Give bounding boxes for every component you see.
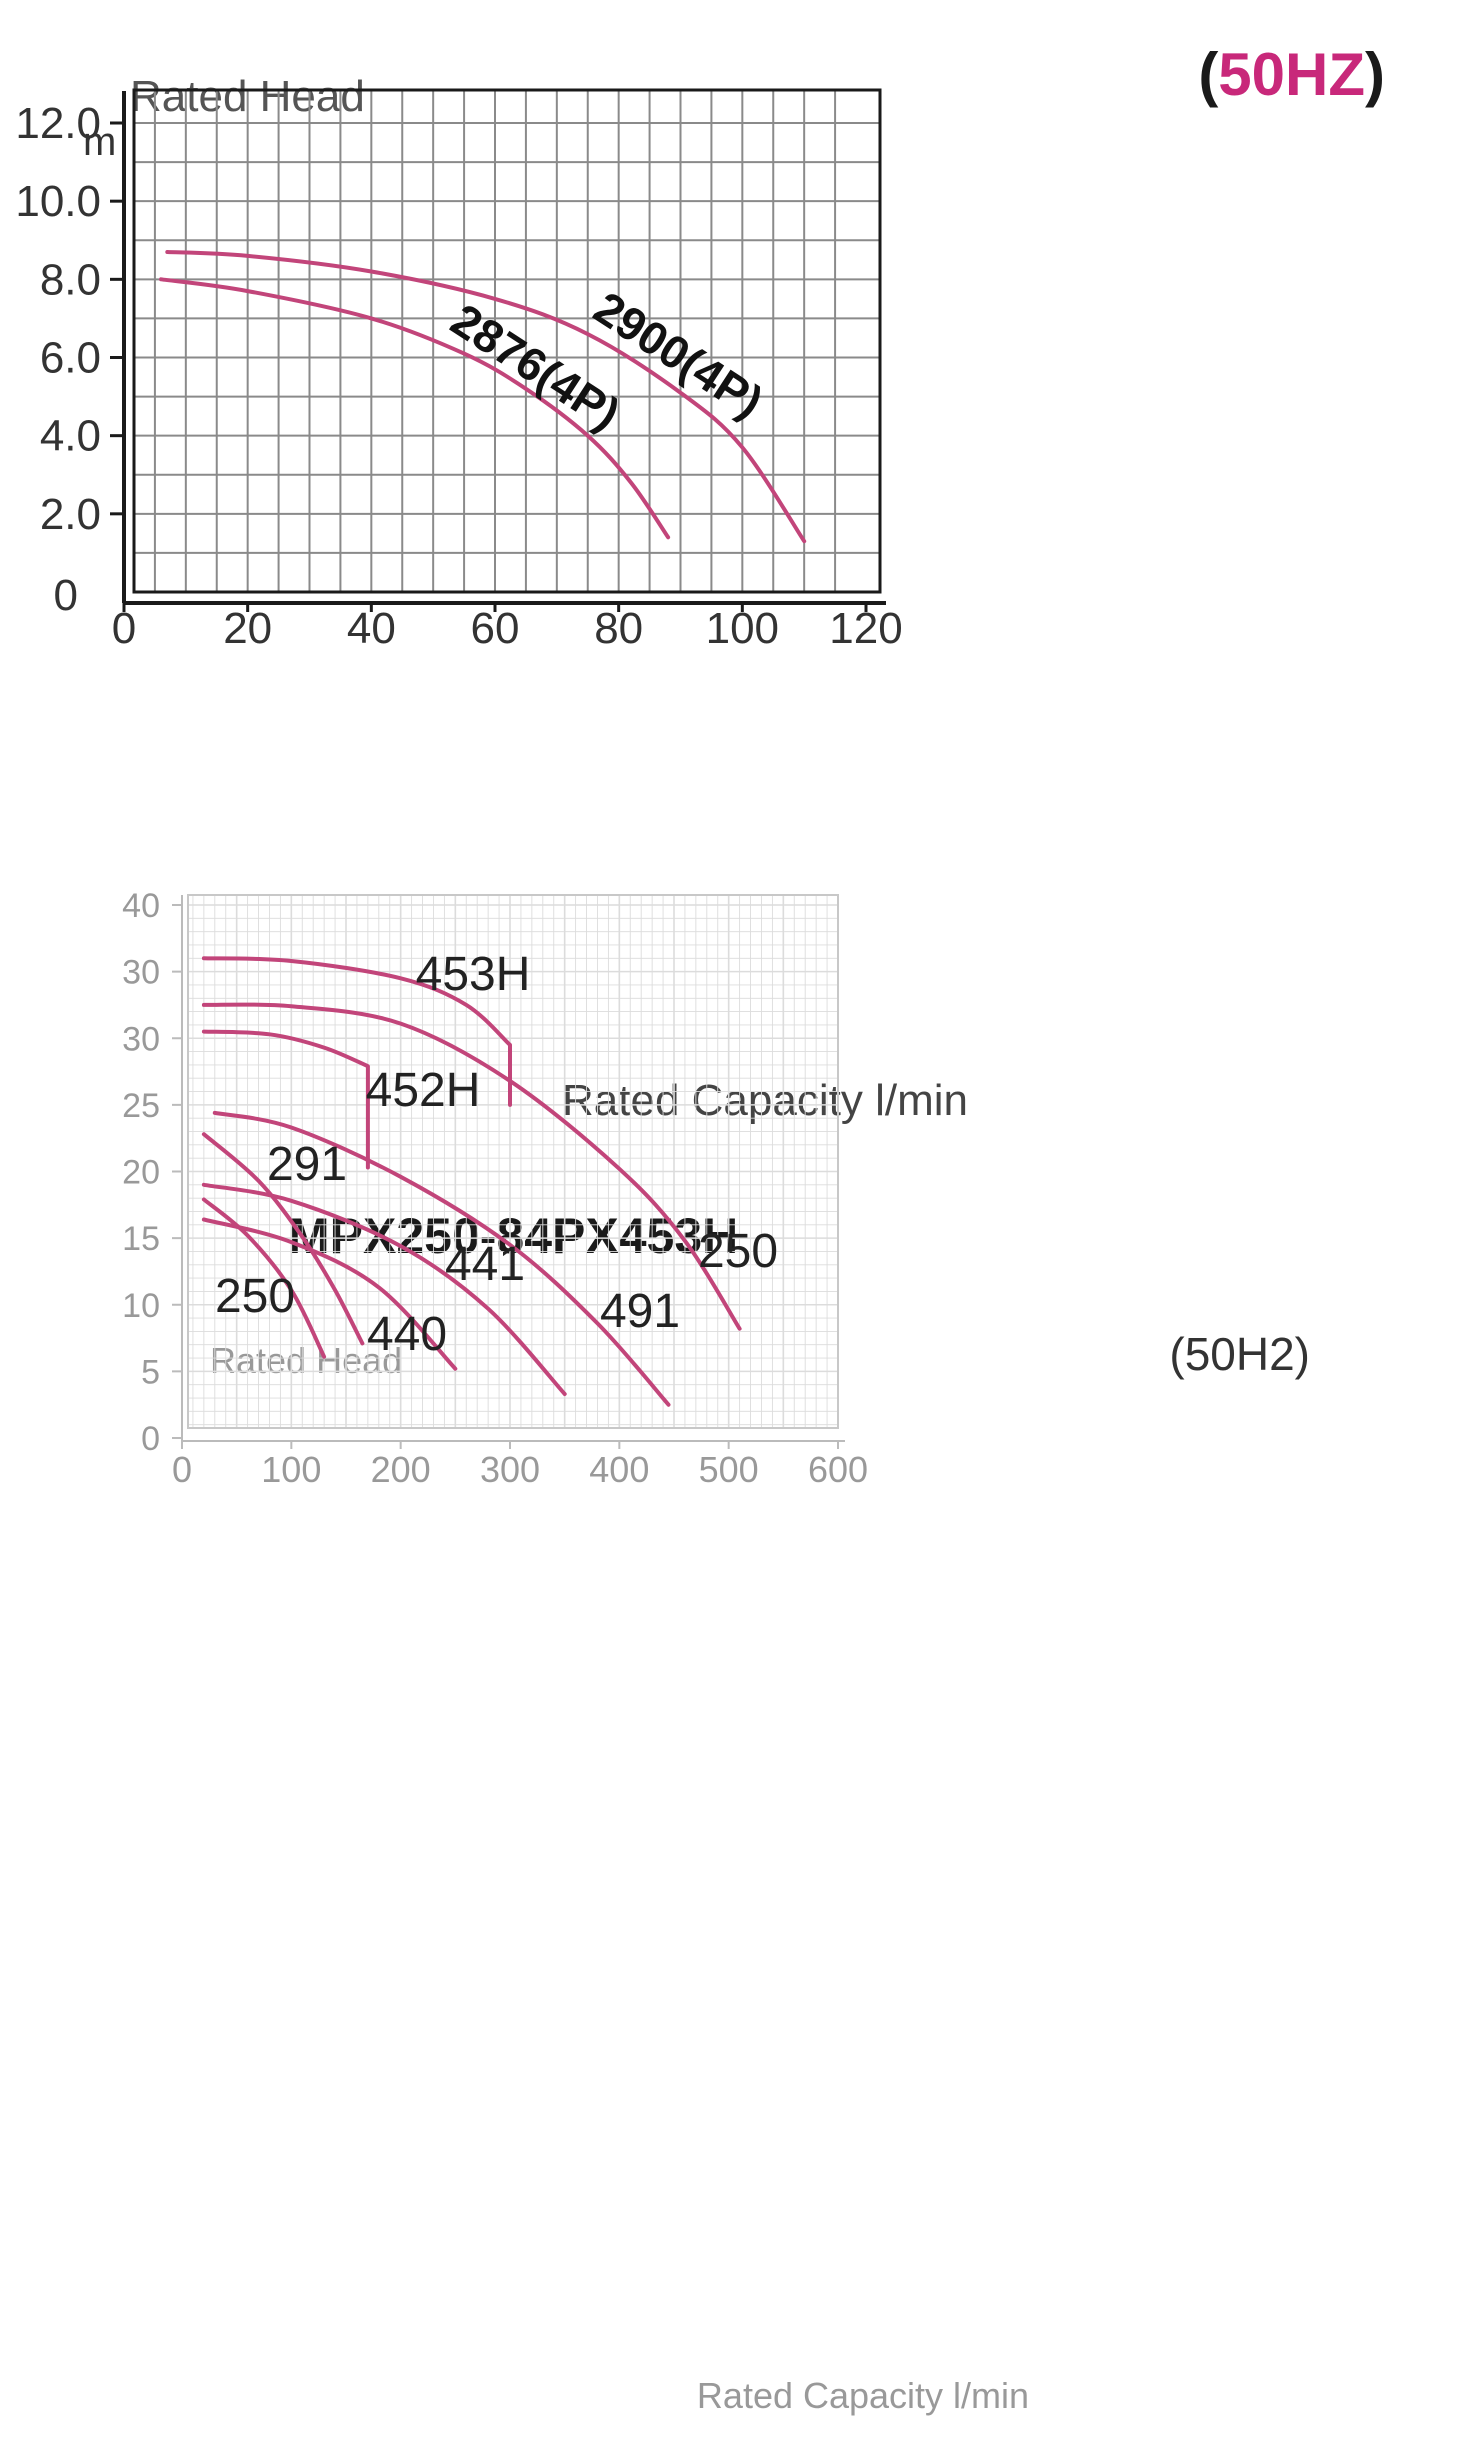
chart2-series-line [201, 1197, 327, 1359]
chart2-plot-frame [187, 894, 839, 1429]
chart2-ytick-label: 15 [122, 1220, 160, 1258]
chart1-ytick-label: 12.0 [15, 99, 101, 148]
chart1-frequency-value: 50HZ [1218, 41, 1365, 108]
chart1-frequency-open: ( [1198, 41, 1218, 108]
chart1-ticks: 0 20 40 60 80 100 120 0 2.0 4.0 6.0 8.0 10.0 12.0 [15, 99, 902, 653]
chart2-series-line [201, 956, 512, 1107]
chart2-series-line [201, 1217, 458, 1371]
chart2-xtick-label: 100 [261, 1449, 321, 1490]
chart2-series [201, 956, 742, 1407]
chart1-frame [122, 88, 886, 605]
chart2-ticks: 0 100 200 300 400 500 600 0 5 10 15 20 25 30 30 40 [122, 887, 868, 1490]
chart1-xtick-label: 0 [112, 604, 136, 653]
chart1-xlabel: Rated Capacity l/min [562, 1076, 968, 1125]
chart1-xtick-label: 60 [471, 604, 520, 653]
chart2-ytick-label: 5 [141, 1353, 160, 1391]
chart2-frequency-label: (50H2) [1169, 1328, 1310, 1380]
chart2-ytick-label: 30 [122, 954, 160, 992]
chart2-series-label: 453H [416, 948, 531, 1001]
chart2-series-label: 250 [698, 1225, 778, 1278]
chart1-ytick-label: 0 [54, 571, 78, 620]
chart2-series-line [201, 1029, 370, 1170]
chart1-xtick-label: 80 [594, 604, 643, 653]
chart2-frame [181, 894, 845, 1442]
chart1-ytick-label: 10.0 [15, 177, 101, 226]
chart1-frequency-close: ) [1365, 41, 1385, 108]
chart1-xtick-label: 100 [706, 604, 779, 653]
chart2-series-label: 452H [366, 1064, 481, 1117]
chart2-series-labels: 453H 250 452H 491 441 291 440 250 [215, 948, 778, 1361]
chart1-ytick-label: 6.0 [40, 334, 101, 383]
chart2-ytick-label: 25 [122, 1087, 160, 1125]
chart1-ytick-label: 4.0 [40, 412, 101, 461]
chart2-series-line [201, 1132, 365, 1346]
chart2-ytick-label: 30 [122, 1020, 160, 1058]
chart2-xlabel: Rated Capacity l/min [697, 2375, 1029, 2416]
chart2-xtick-label: 400 [589, 1449, 649, 1490]
chart1-xtick-label: 40 [347, 604, 396, 653]
chart2-series-label: 440 [367, 1308, 447, 1361]
chart2-series-line [201, 1002, 742, 1331]
chart-2: MPX250-84PX453H Rated Head (50H2) 0 100 20… [122, 887, 1310, 2416]
chart-1: Rated Head m (50HZ) 0 20 40 60 80 100 12002.04… [15, 41, 1385, 1125]
chart1-ytick-label: 8.0 [40, 255, 101, 304]
chart2-series-line [212, 1110, 671, 1407]
chart2-series-label: 491 [600, 1285, 680, 1338]
chart1-frequency-label: (50HZ) [1198, 41, 1385, 108]
chart2-ytick-label: 20 [122, 1154, 160, 1192]
chart1-yunit: m [83, 120, 116, 164]
chart2-ylabel: Rated Head [210, 1340, 402, 1381]
chart1-plot-frame [132, 88, 882, 594]
chart1-xtick-label: 20 [223, 604, 272, 653]
chart2-ytick-label: 0 [141, 1420, 160, 1458]
chart2-ytick-label: 40 [122, 887, 160, 925]
chart2-series-label: 291 [267, 1138, 347, 1191]
chart2-xtick-label: 200 [371, 1449, 431, 1490]
chart1-series-labels: 2900(4P)2876(4P) [442, 281, 772, 440]
chart1-series [159, 250, 807, 544]
chart2-xtick-label: 0 [172, 1449, 192, 1490]
chart2-series-line [201, 1182, 567, 1396]
chart1-series-line [159, 277, 671, 540]
chart2-ytick-label: 10 [122, 1287, 160, 1325]
chart2-xtick-label: 600 [808, 1449, 868, 1490]
chart1-xtick-label: 120 [829, 604, 902, 653]
chart2-series-label: 441 [445, 1238, 525, 1291]
chart2-series-label: 250 [215, 1270, 295, 1323]
chart2-xtick-label: 500 [699, 1449, 759, 1490]
chart1-ytick-label: 2.0 [40, 490, 101, 539]
chart1-series-line [165, 250, 807, 544]
chart2-xtick-label: 300 [480, 1449, 540, 1490]
